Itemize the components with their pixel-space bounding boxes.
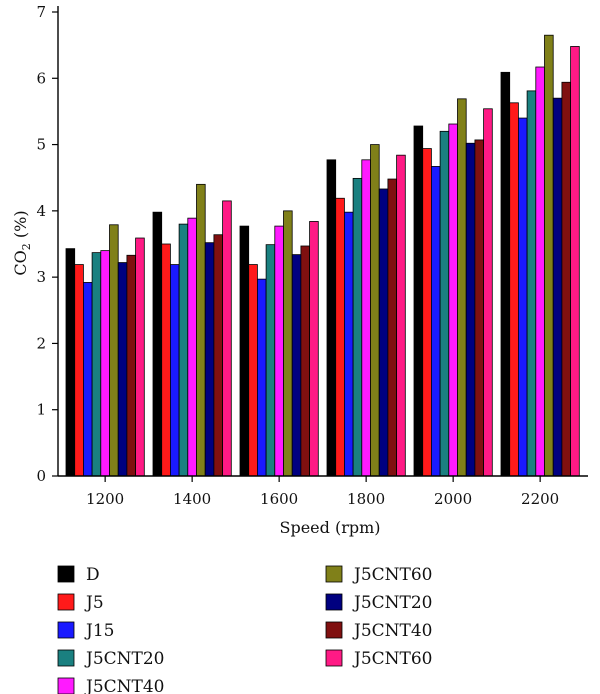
x-tick-label: 1800 (347, 490, 385, 508)
bar-7-1600 (291, 254, 302, 477)
bar-9-1200 (135, 237, 145, 477)
bar-8-1400 (213, 234, 223, 477)
bar-7-2000 (465, 142, 476, 477)
legend: D J5 J15 J5CNT20 J5CNT40 J5CNT60 J5CNT20 J5CNT4… (57, 565, 432, 694)
x-tick-label: 1600 (260, 490, 298, 508)
legend-label-6: J5CNT60 (352, 565, 432, 585)
legend-swatch-3 (57, 621, 75, 639)
y-tick-label: 4 (36, 202, 46, 220)
bar-2-1400 (161, 243, 171, 477)
bar-5-1800 (361, 159, 371, 477)
bar-3-1400 (169, 264, 180, 477)
bar-2-1600 (248, 264, 258, 477)
legend-label-8: J5CNT40 (352, 621, 432, 641)
bar-4-1400 (178, 223, 189, 477)
legend-label-5: J5CNT40 (84, 677, 164, 694)
bar-7-1200 (117, 262, 128, 477)
bar-5-1600 (274, 225, 284, 477)
bar-6-1400 (196, 183, 206, 477)
bar-4-1200 (91, 252, 102, 477)
bar-1-2200 (500, 71, 511, 477)
bar-9-2000 (483, 108, 493, 477)
x-tick-label: 1400 (173, 490, 211, 508)
y-tick-label: 7 (36, 3, 46, 21)
legend-label-1: D (86, 565, 100, 585)
bar-8-2200 (561, 81, 572, 477)
x-axis-title: Speed (rpm) (279, 518, 380, 537)
legend-swatch-9 (325, 649, 343, 667)
bar-6-2200 (544, 34, 554, 477)
bar-1-1800 (326, 159, 337, 477)
legend-swatch-1 (57, 565, 75, 583)
bar-1-1600 (239, 225, 250, 477)
bar-6-1200 (109, 224, 119, 477)
y-axis-title: CO2 (%) (11, 210, 33, 275)
bar-5-1200 (100, 250, 110, 477)
legend-swatch-2 (57, 593, 75, 611)
x-tick-label: 2000 (434, 490, 472, 508)
bar-6-2000 (457, 98, 467, 477)
bar-5-2000 (448, 123, 458, 477)
bar-6-1800 (370, 144, 380, 477)
y-axis-title-subscript: 2 (20, 243, 33, 250)
bar-4-2000 (439, 130, 450, 477)
y-axis-title-main: CO (11, 250, 30, 275)
bar-7-1400 (204, 242, 215, 477)
y-tick-label: 6 (36, 69, 46, 87)
bar-2-1800 (335, 197, 345, 477)
bar-9-1400 (222, 200, 232, 477)
bar-5-1400 (187, 217, 197, 477)
bar-5-2200 (535, 66, 545, 477)
bar-8-2000 (474, 139, 484, 477)
plot-area (65, 34, 580, 477)
bar-8-1600 (300, 245, 310, 477)
bar-9-2200 (570, 46, 580, 477)
legend-swatch-6 (325, 565, 343, 583)
bar-7-1800 (378, 188, 389, 477)
y-axis-title-unit: (%) (11, 210, 30, 243)
legend-label-7: J5CNT20 (352, 593, 432, 613)
bar-9-1800 (396, 154, 406, 477)
y-tick-label: 1 (36, 401, 46, 419)
axes: 1200 1400 1600 1800 2000 2200 0 1 2 3 4 5 6 7 (36, 3, 588, 508)
legend-label-3: J15 (84, 621, 114, 641)
x-tick-label: 1200 (86, 490, 124, 508)
legend-label-2: J5 (84, 593, 104, 613)
bar-9-1600 (309, 221, 319, 477)
y-tick-label: 2 (36, 334, 46, 352)
bar-1-1400 (152, 211, 163, 477)
bar-1-2000 (413, 125, 424, 477)
y-tick-label: 5 (36, 136, 46, 154)
bar-4-2200 (526, 90, 537, 477)
bar-8-1800 (387, 178, 397, 477)
bar-3-1800 (343, 211, 354, 477)
bar-6-1600 (283, 210, 293, 477)
bar-2-2200 (509, 102, 519, 477)
bar-4-1600 (265, 244, 276, 477)
y-tick-label: 3 (36, 268, 46, 286)
legend-swatch-8 (325, 621, 343, 639)
legend-swatch-4 (57, 649, 75, 667)
bar-2-1200 (74, 264, 84, 477)
legend-swatch-7 (325, 593, 343, 611)
bar-3-1600 (256, 278, 267, 477)
bar-8-1200 (126, 254, 137, 477)
bar-1-1200 (65, 248, 76, 477)
x-tick-label: 2200 (521, 490, 559, 508)
legend-label-4: J5CNT20 (84, 649, 164, 669)
bar-4-1800 (352, 177, 363, 477)
legend-swatch-5 (57, 677, 75, 694)
bar-7-2200 (552, 97, 563, 477)
y-tick-label: 0 (36, 467, 46, 485)
bar-3-2000 (430, 166, 441, 477)
bar-3-2200 (518, 117, 528, 477)
bar-3-1200 (83, 282, 93, 477)
bar-2-2000 (422, 148, 432, 477)
legend-label-9: J5CNT60 (352, 649, 432, 669)
